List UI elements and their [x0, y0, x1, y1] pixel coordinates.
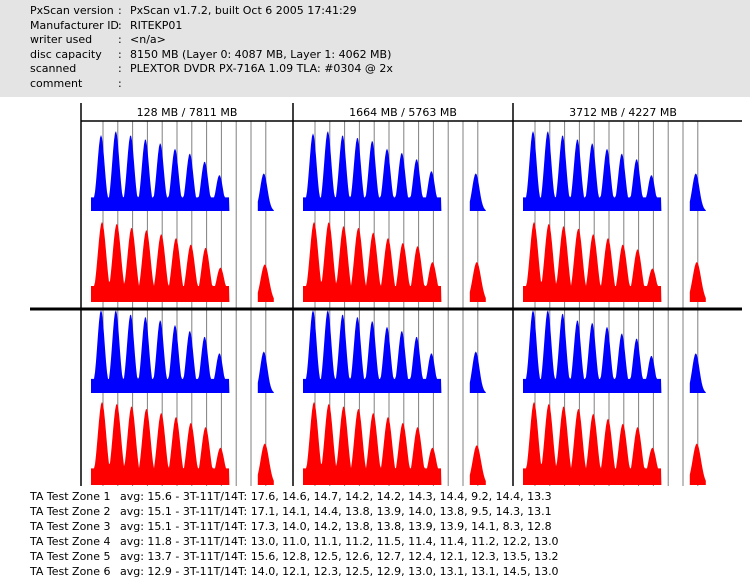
info-label: scanned [30, 62, 77, 75]
zone-name: TA Test Zone 1 [30, 490, 111, 503]
zone-4-red-distribution-14t [257, 443, 274, 485]
info-label: comment [30, 76, 83, 90]
zone-jitter-values: avg: 12.9 - 3T-11T/14T: 14.0, 12.1, 12.3… [120, 565, 559, 578]
zone-4-blue-distribution [91, 310, 230, 393]
zone-3-red-distribution-14t [689, 262, 706, 302]
colon: : [118, 4, 122, 17]
column-title: 128 MB / 7811 MB [137, 106, 238, 119]
info-value: RITEKP01 [130, 18, 183, 32]
zone-2-blue-distribution [303, 131, 442, 211]
zone-name: TA Test Zone 5 [30, 550, 111, 563]
zone-2-blue-distribution-14t [469, 173, 486, 211]
zone-jitter-values: avg: 15.1 - 3T-11T/14T: 17.1, 14.1, 14.4… [120, 505, 552, 518]
info-value: PxScan v1.7.2, built Oct 6 2005 17:41:29 [130, 4, 357, 17]
zone-1-red-distribution [91, 222, 230, 302]
zone-3-red-distribution [523, 222, 662, 302]
info-label: writer used [30, 33, 93, 46]
zone-6-red-distribution [523, 402, 662, 485]
zone-1-red-distribution-14t [257, 264, 274, 302]
zone-5-red-distribution-14t [469, 445, 486, 485]
zone-jitter-values: avg: 15.6 - 3T-11T/14T: 17.6, 14.6, 14.7… [120, 490, 552, 503]
colon: : [118, 76, 122, 90]
zone-5-red-distribution [303, 402, 442, 485]
info-label: disc capacity [30, 47, 102, 61]
zone-6-blue-distribution [523, 310, 662, 393]
column-title: 3712 MB / 4227 MB [569, 106, 677, 119]
zone-4-red-distribution [91, 402, 230, 485]
colon: : [118, 33, 122, 46]
zone-jitter-values: avg: 15.1 - 3T-11T/14T: 17.3, 14.0, 14.2… [120, 520, 552, 533]
zone-2-red-distribution [303, 222, 442, 302]
zone-name: TA Test Zone 3 [30, 520, 111, 533]
info-label: PxScan version [30, 4, 114, 17]
zone-4-blue-distribution-14t [257, 351, 274, 393]
zone-name: TA Test Zone 2 [30, 505, 111, 518]
zone-3-blue-distribution-14t [689, 173, 706, 211]
info-value: 8150 MB (Layer 0: 4087 MB, Layer 1: 4062… [130, 47, 392, 61]
zone-name: TA Test Zone 4 [30, 535, 111, 548]
zone-2-red-distribution-14t [469, 262, 486, 302]
scan-info-header: PxScan version: PxScan v1.7.2, built Oct … [0, 0, 750, 97]
zone-5-blue-distribution [303, 310, 442, 393]
zone-name: TA Test Zone 6 [30, 565, 111, 578]
info-value: PLEXTOR DVDR PX-716A 1.09 TLA: #0304 @ 2… [130, 62, 393, 75]
zone-6-red-distribution-14t [689, 443, 706, 485]
zone-1-blue-distribution-14t [257, 173, 274, 211]
colon: : [118, 47, 122, 61]
ta-chart: 128 MB / 7811 MB 1664 MB / 5763 MB 3712 MB… [30, 103, 742, 486]
zone-1-blue-distribution [91, 131, 230, 211]
colon: : [118, 18, 122, 32]
zone-6-blue-distribution-14t [689, 353, 706, 393]
zone-jitter-values: avg: 13.7 - 3T-11T/14T: 15.6, 12.8, 12.5… [120, 550, 559, 563]
column-title: 1664 MB / 5763 MB [349, 106, 457, 119]
info-value: <n/a> [130, 33, 166, 46]
info-label: Manufacturer ID [30, 18, 119, 32]
colon: : [118, 62, 122, 75]
zone-3-blue-distribution [523, 131, 662, 211]
zone-5-blue-distribution-14t [469, 351, 486, 393]
zone-jitter-values: avg: 11.8 - 3T-11T/14T: 13.0, 11.0, 11.1… [120, 535, 559, 548]
